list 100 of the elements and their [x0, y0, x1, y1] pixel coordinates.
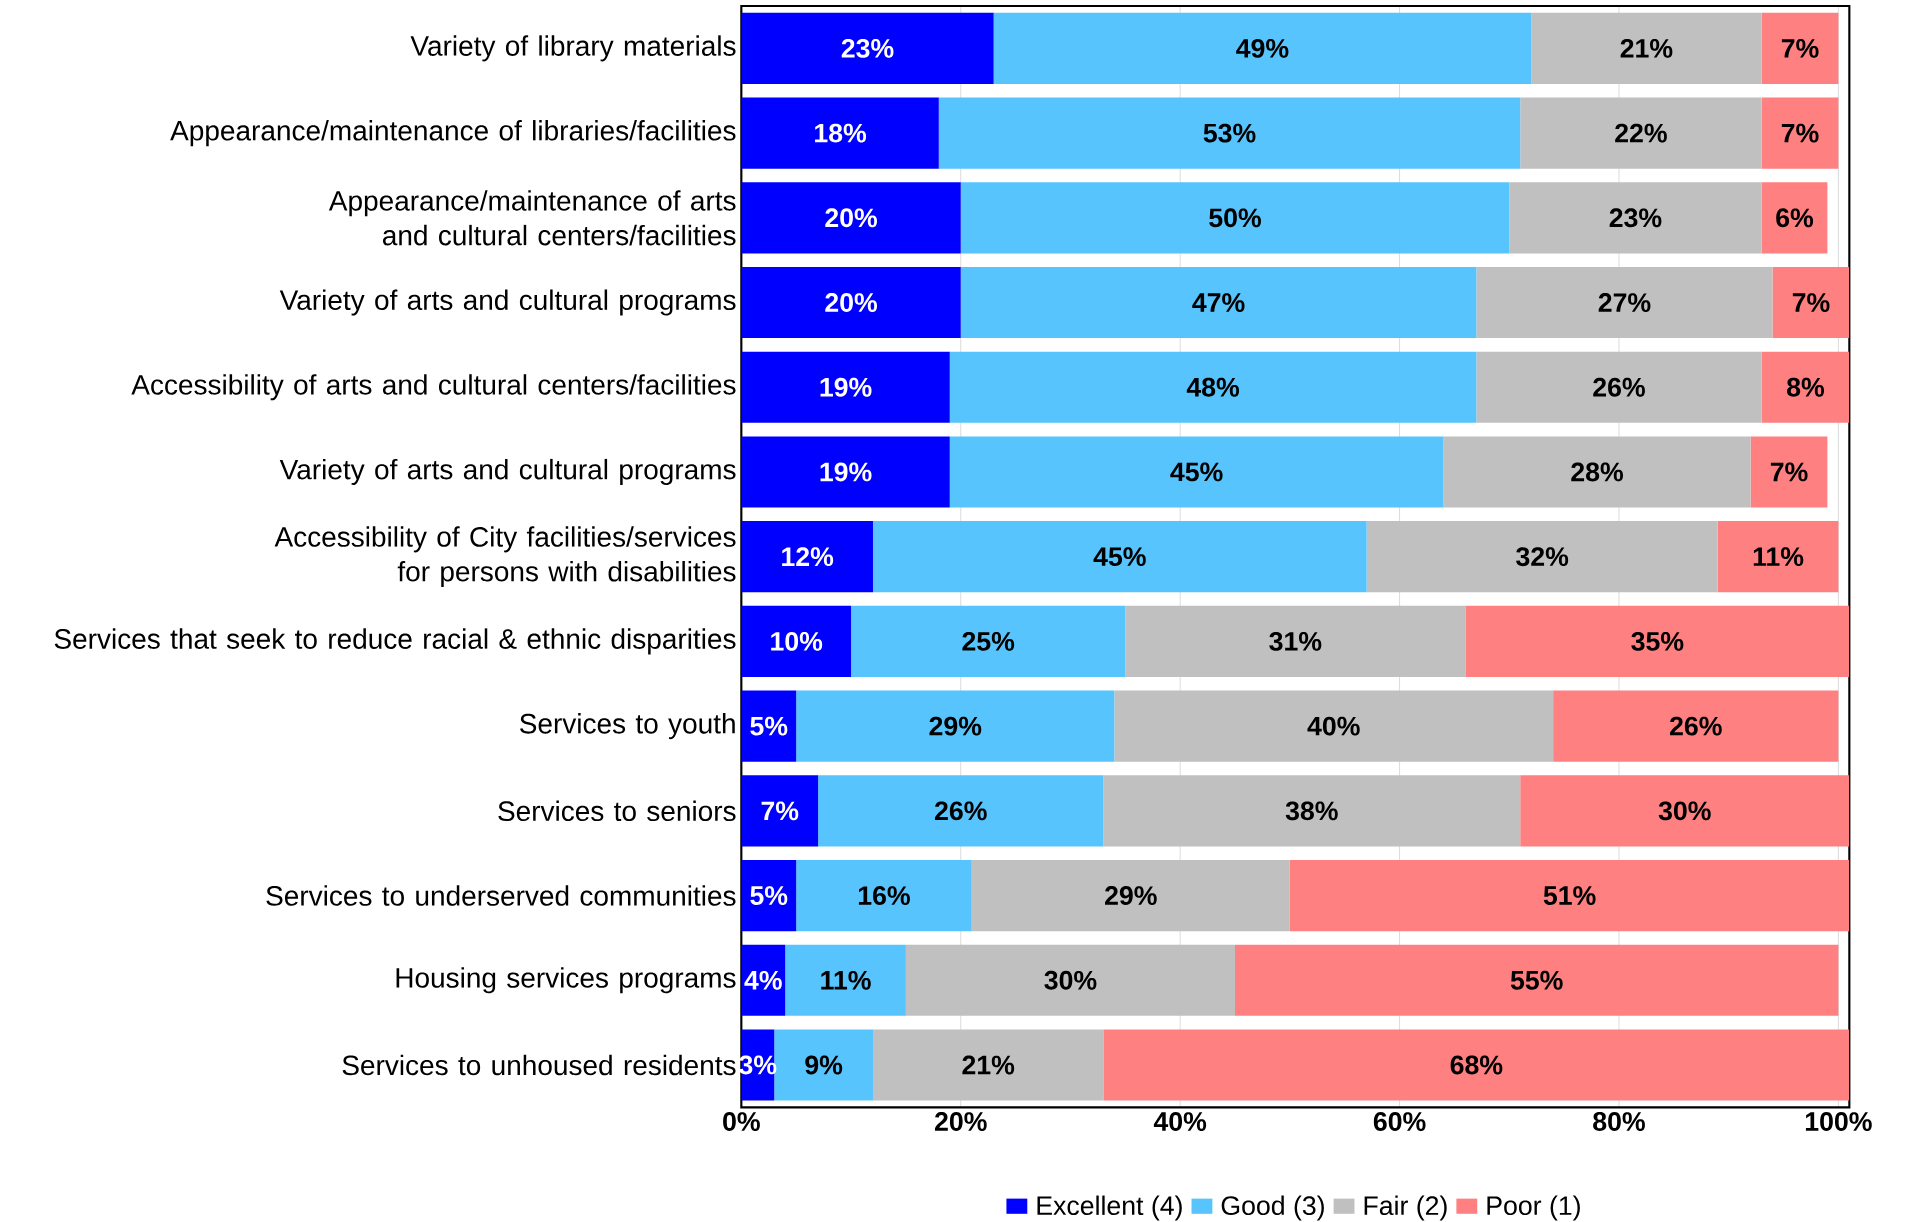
bar — [971, 859, 1290, 932]
data-label: 26% — [1669, 716, 1722, 736]
bar — [949, 351, 1477, 423]
data-label: 18% — [815, 123, 867, 143]
x-tick-label: 0% — [723, 1112, 760, 1131]
bar — [741, 12, 994, 84]
bar — [741, 605, 852, 677]
bar — [949, 436, 1444, 508]
data-label: 28% — [1571, 462, 1623, 482]
y-tick-label: Services to underserved communities — [266, 885, 736, 906]
data-label: 11% — [1753, 547, 1804, 567]
data-label: 21% — [962, 1055, 1015, 1075]
y-tick-label: Services to unhoused residents — [342, 1054, 736, 1076]
data-label: 35% — [1631, 631, 1684, 651]
data-label: 55% — [1510, 970, 1563, 990]
data-label: 5% — [750, 716, 788, 736]
data-label: 20% — [825, 208, 878, 228]
bar — [1476, 266, 1773, 339]
data-label: 7% — [1792, 293, 1830, 312]
data-label: 6% — [1776, 208, 1814, 228]
bar — [741, 859, 797, 932]
y-tick-label: Appearance/maintenance of arts and cultural centers/facilities — [328, 190, 736, 246]
x-tick-label: 40% — [1153, 1112, 1207, 1131]
bar — [960, 182, 1510, 254]
data-label: 27% — [1598, 293, 1651, 312]
data-label: 21% — [1620, 38, 1673, 58]
bar — [1761, 97, 1839, 169]
y-tick-label: Variety of arts and cultural programs — [279, 458, 736, 486]
bar — [960, 266, 1477, 339]
bar — [905, 944, 1236, 1016]
data-label: 7% — [1781, 123, 1819, 143]
data-label: 45% — [1170, 462, 1223, 482]
bar — [1750, 436, 1828, 508]
bar — [741, 436, 950, 508]
bar — [741, 97, 939, 169]
bar — [785, 944, 906, 1016]
bar — [741, 351, 950, 423]
data-label: 29% — [929, 716, 982, 736]
bar — [1289, 859, 1850, 932]
y-tick-label: Services to seniors — [498, 800, 736, 822]
legend-label: Fair (2) — [1364, 1195, 1447, 1221]
bar — [1443, 436, 1751, 508]
x-tick-label: 20% — [934, 1112, 987, 1131]
data-label: 50% — [1209, 208, 1261, 228]
bar — [818, 775, 1104, 847]
data-label: 8% — [1787, 377, 1825, 397]
bar — [741, 266, 961, 339]
data-label: 11% — [821, 970, 871, 990]
bar — [1520, 97, 1762, 169]
bar — [1125, 605, 1466, 677]
data-label: 47% — [1192, 293, 1245, 312]
data-label: 26% — [1593, 377, 1645, 397]
data-label: 40% — [1307, 716, 1360, 736]
bar — [1509, 182, 1762, 254]
legend-label: Good (3) — [1221, 1195, 1324, 1221]
data-label: 68% — [1450, 1055, 1503, 1075]
bar — [938, 97, 1521, 169]
bar — [1717, 521, 1839, 593]
y-tick-label: Services that seek to reduce racial & ethnic disparities — [54, 628, 736, 655]
data-label: 20% — [825, 293, 878, 312]
legend-label: Poor (1) — [1487, 1195, 1580, 1221]
bar — [1366, 521, 1718, 593]
x-tick-label: 100% — [1805, 1112, 1872, 1131]
bar — [741, 775, 819, 847]
data-label: 5% — [750, 886, 788, 905]
data-label: 45% — [1093, 547, 1146, 567]
x-tick-label: 80% — [1593, 1112, 1645, 1131]
data-label: 10% — [771, 631, 823, 651]
y-tick-label: Housing services programs — [396, 967, 736, 994]
data-label: 31% — [1269, 631, 1322, 651]
y-tick-label: Variety of arts and cultural programs — [279, 289, 736, 316]
bar — [1761, 12, 1839, 84]
bar — [1103, 775, 1521, 847]
bar — [872, 521, 1367, 593]
y-tick-label: Appearance/maintenance of libraries/facilities — [170, 120, 736, 147]
data-label: 38% — [1285, 801, 1338, 821]
data-label: 4% — [744, 970, 782, 990]
bar — [1761, 351, 1850, 423]
y-tick-label: Accessibility of City facilities/services for persons with disabilities — [274, 526, 736, 588]
bar — [1103, 1029, 1850, 1101]
bar — [741, 521, 873, 593]
data-label: 16% — [858, 886, 910, 905]
data-label: 19% — [820, 462, 872, 482]
bar — [1235, 944, 1839, 1016]
data-label: 25% — [962, 631, 1015, 651]
legend-label: Excellent (4) — [1037, 1195, 1182, 1221]
data-label: 51% — [1543, 886, 1596, 905]
bar — [1114, 690, 1554, 762]
data-label: 29% — [1105, 886, 1157, 905]
data-label: 23% — [841, 38, 894, 58]
y-tick-label: Accessibility of arts and cultural centers/facilities — [131, 374, 736, 401]
x-tick-label: 60% — [1373, 1112, 1426, 1131]
bar — [796, 859, 972, 932]
bar — [1772, 266, 1850, 339]
data-label: 7% — [1781, 38, 1819, 58]
bar — [851, 605, 1126, 677]
data-label: 22% — [1615, 123, 1667, 143]
data-label: 30% — [1044, 970, 1097, 990]
bar — [741, 182, 961, 254]
bar — [1531, 12, 1762, 84]
